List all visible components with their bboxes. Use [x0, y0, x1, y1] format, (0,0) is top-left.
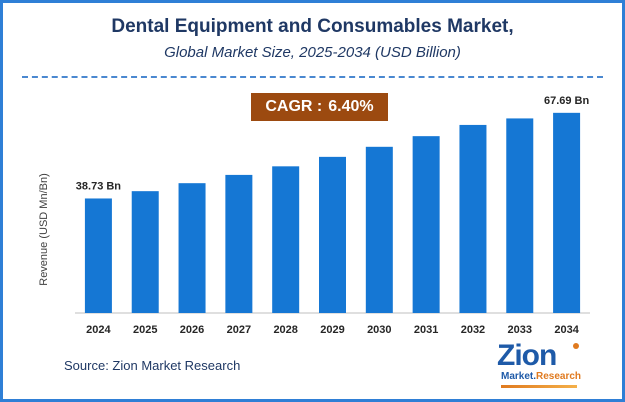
data-label: 38.73 Bn — [76, 180, 122, 192]
bar-2026 — [178, 183, 206, 313]
bar-2029 — [319, 156, 346, 313]
dashed-divider — [22, 76, 603, 78]
data-label: 67.69 Bn — [544, 95, 590, 107]
x-tick-label: 2025 — [133, 324, 157, 336]
x-tick-label: 2028 — [273, 324, 297, 336]
y-axis-label: Revenue (USD Mn/Bn) — [38, 173, 50, 286]
logo-subtext: Market.Research — [501, 371, 582, 382]
x-tick-label: 2030 — [367, 324, 391, 336]
x-tick-label: 2032 — [461, 324, 485, 336]
logo-wordmark: Zion — [497, 339, 557, 372]
source-note: Source: Zion Market Research — [64, 358, 241, 373]
x-tick-label: 2031 — [414, 324, 438, 336]
bar-2024 — [84, 198, 112, 313]
x-tick-label: 2029 — [320, 324, 344, 336]
zion-logo: Zion Market.Research — [497, 340, 589, 390]
bar-2025 — [131, 191, 159, 313]
cagr-value: 6.40% — [328, 98, 374, 115]
bar-2034 — [553, 112, 581, 314]
bar-2033 — [506, 118, 534, 313]
x-tick-label: 2027 — [227, 324, 251, 336]
cagr-badge: CAGR : 6.40% — [251, 93, 388, 121]
bar-2030 — [365, 146, 393, 313]
x-tick-label: 2026 — [180, 324, 204, 336]
logo-dot-icon — [573, 343, 579, 349]
bar-2027 — [225, 174, 253, 313]
bar-2031 — [412, 136, 440, 313]
x-tick-label: 2034 — [554, 324, 579, 336]
bar-2032 — [459, 124, 487, 313]
bar-2028 — [272, 166, 300, 313]
cagr-label: CAGR : — [265, 98, 323, 115]
chart-subtitle: Global Market Size, 2025-2034 (USD Billi… — [164, 44, 461, 61]
x-tick-label: 2024 — [86, 324, 111, 336]
x-tick-label: 2033 — [508, 324, 532, 336]
chart-title: Dental Equipment and Consumables Market, — [111, 16, 514, 37]
logo-swoosh-icon — [501, 385, 577, 388]
